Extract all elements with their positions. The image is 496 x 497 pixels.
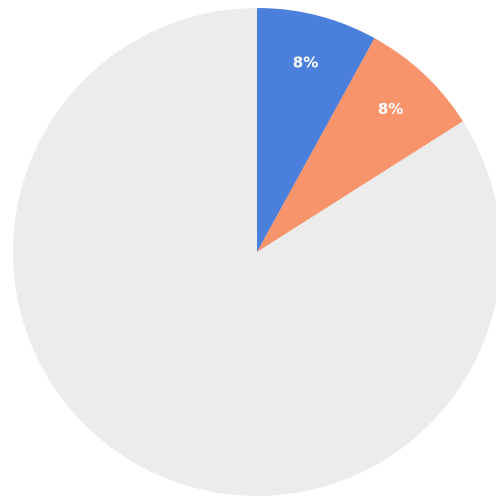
pie-slices — [13, 8, 496, 496]
pie-slice-label-2: 8% — [378, 100, 403, 118]
pie-slice-2 — [257, 38, 464, 253]
pie-labels: 8% 8% — [293, 53, 404, 118]
pie-slice-3 — [13, 8, 496, 496]
pie-slice-1 — [257, 8, 375, 252]
pie-slice-label-1: 8% — [293, 53, 318, 71]
